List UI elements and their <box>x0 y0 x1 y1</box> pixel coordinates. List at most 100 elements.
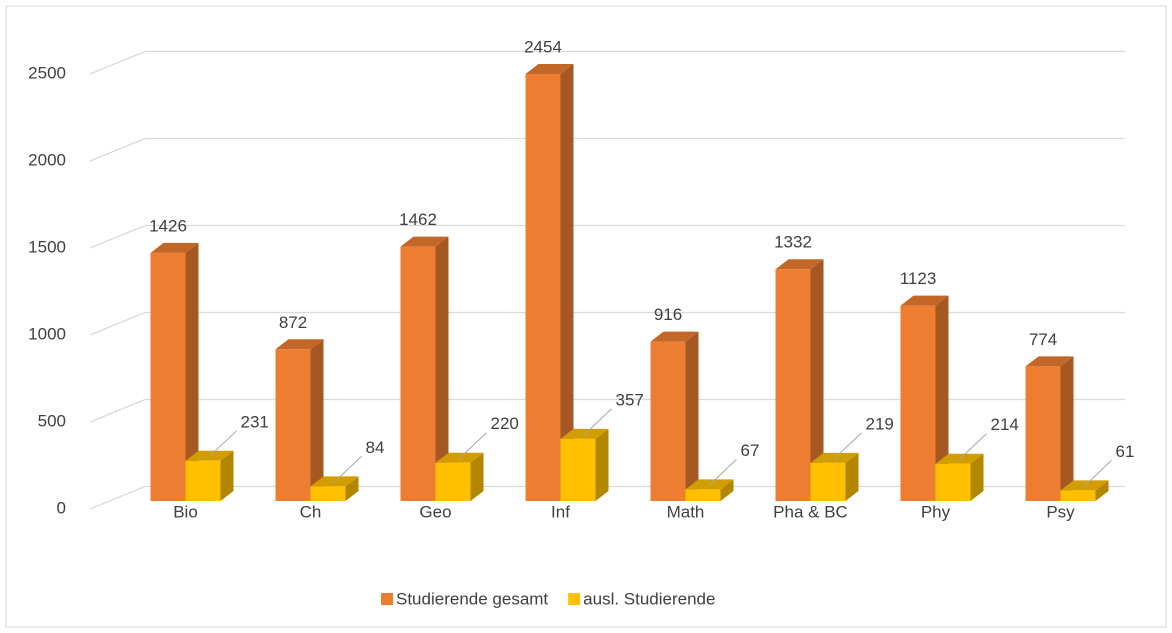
leader-line <box>208 430 237 458</box>
data-label: 214 <box>991 415 1019 434</box>
bar-front <box>275 349 311 501</box>
data-label: 1426 <box>149 216 187 235</box>
bar-front <box>900 305 936 501</box>
bar-side <box>470 452 484 501</box>
bar-front <box>185 460 221 501</box>
y-tick-label: 2000 <box>28 150 66 169</box>
bar-top <box>400 236 449 247</box>
bar-front <box>1060 490 1096 501</box>
x-tick-label: Pha & BC <box>773 502 848 521</box>
bar-top <box>775 259 824 270</box>
bar-side <box>810 259 824 501</box>
bar <box>275 339 324 501</box>
leader-line <box>1083 460 1112 487</box>
bar-front <box>435 462 471 501</box>
grid-line <box>89 137 1125 162</box>
data-label: 1462 <box>399 210 437 229</box>
x-tick-label: Math <box>667 502 705 521</box>
bar <box>775 259 824 501</box>
y-tick-label: 2500 <box>28 63 66 82</box>
bar-top <box>900 295 949 306</box>
bar-side <box>1095 480 1109 501</box>
data-label: 357 <box>616 390 644 409</box>
x-tick-label: Phy <box>921 502 951 521</box>
bar-side <box>595 428 609 501</box>
x-tick-label: Ch <box>300 502 322 521</box>
leader-line <box>333 456 362 483</box>
bar-side <box>220 450 234 501</box>
bar-front <box>310 486 346 501</box>
bar <box>810 452 859 501</box>
data-label: 774 <box>1029 330 1057 349</box>
bar <box>650 331 699 501</box>
grid-line <box>89 224 1125 249</box>
legend-swatch <box>568 593 581 605</box>
bar-side <box>935 295 949 501</box>
bar <box>185 450 234 501</box>
bar <box>435 452 484 501</box>
legend-label: Studierende gesamt <box>396 589 548 608</box>
bar-front <box>1025 366 1061 501</box>
bar-front <box>150 252 186 501</box>
data-label: 1332 <box>774 233 812 252</box>
x-tick-label: Psy <box>1046 502 1075 521</box>
data-label: 67 <box>741 441 760 460</box>
y-tick-label: 0 <box>57 498 66 517</box>
bar-side <box>685 331 699 501</box>
data-label: 2454 <box>524 37 562 56</box>
legend-swatch <box>381 593 393 605</box>
leader-line <box>458 432 487 460</box>
bar-side <box>310 339 324 501</box>
bar <box>900 295 949 501</box>
legend-label: ausl. Studierende <box>583 589 715 608</box>
bar-side <box>845 452 859 501</box>
x-tick-label: Bio <box>173 502 198 521</box>
bar-side <box>345 476 359 501</box>
bar-side <box>1060 356 1074 501</box>
bar <box>525 64 574 501</box>
bar-front <box>935 463 971 501</box>
bar-top <box>650 331 699 342</box>
bar-front <box>775 269 811 501</box>
bar-side <box>435 236 449 501</box>
bar <box>1025 356 1074 501</box>
bar-front <box>400 246 436 501</box>
bar-side <box>185 242 199 501</box>
data-label: 1123 <box>900 269 937 288</box>
bar-side <box>720 479 734 501</box>
leader-line <box>833 432 862 460</box>
data-label: 220 <box>491 414 519 433</box>
bar-side <box>560 64 574 501</box>
grid-line <box>89 50 1125 75</box>
data-label: 916 <box>654 305 682 324</box>
bar-front <box>525 74 561 501</box>
x-tick-label: Geo <box>419 502 451 521</box>
data-label: 84 <box>366 438 385 457</box>
data-label: 61 <box>1116 442 1135 461</box>
leader-line <box>708 458 737 486</box>
x-tick-label: Inf <box>551 502 570 521</box>
bar-front <box>685 489 721 501</box>
bar-top <box>1025 356 1074 367</box>
y-tick-label: 500 <box>38 411 66 430</box>
bar-top <box>150 242 199 253</box>
leader-line <box>958 433 987 461</box>
leader-line <box>583 408 612 436</box>
bar <box>560 428 609 501</box>
bar-front <box>650 341 686 501</box>
bar <box>310 476 359 501</box>
y-tick-label: 1000 <box>28 324 66 343</box>
bar-front <box>810 462 846 501</box>
y-tick-label: 1500 <box>28 237 66 256</box>
bar <box>935 453 984 501</box>
bar-front <box>560 438 596 501</box>
bar-top <box>525 64 574 75</box>
bar <box>400 236 449 501</box>
bar <box>150 242 199 501</box>
data-label: 872 <box>279 313 307 332</box>
data-label: 219 <box>866 414 894 433</box>
bar-top <box>275 339 324 350</box>
data-label: 231 <box>241 412 269 431</box>
chart-border <box>5 5 1167 628</box>
